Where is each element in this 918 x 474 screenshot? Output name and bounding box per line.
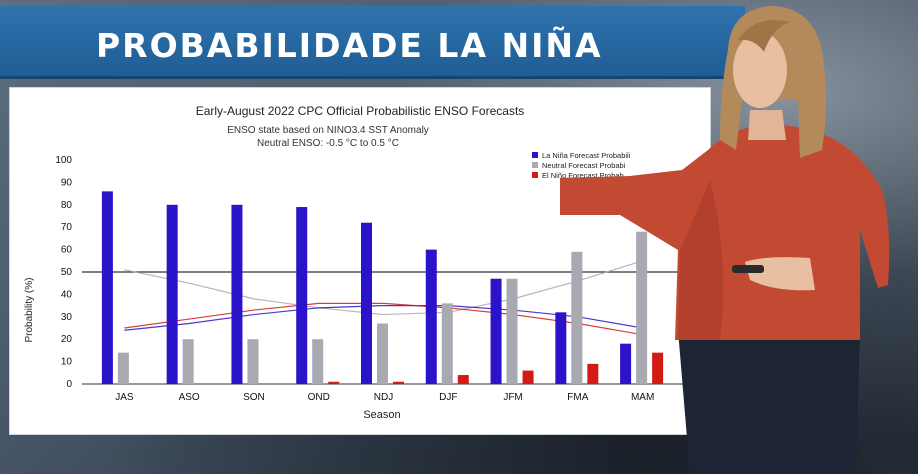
x-tick-label: FMA — [567, 392, 588, 403]
bar — [182, 339, 194, 384]
presenter-neck — [748, 110, 786, 140]
bar — [555, 312, 567, 384]
presenter-pants — [678, 330, 860, 474]
bar — [490, 278, 502, 384]
x-axis-label: Season — [363, 409, 400, 421]
y-tick-label: 0 — [66, 379, 72, 390]
bar — [377, 323, 388, 384]
presenter-hair-front — [738, 20, 790, 52]
bar — [636, 231, 648, 384]
legend-swatch — [532, 172, 538, 178]
legend-swatch — [532, 152, 538, 158]
x-tick-label: JFM — [503, 392, 522, 403]
y-tick-label: 90 — [61, 177, 73, 188]
bar — [101, 191, 113, 384]
legend-label: La Niña Forecast Probabili — [542, 151, 631, 160]
bar — [361, 222, 372, 384]
y-tick-label: 50 — [61, 267, 73, 278]
chart-title: Early-August 2022 CPC Official Probabili… — [196, 104, 525, 118]
bar — [425, 249, 437, 384]
x-tick-label: NDJ — [374, 392, 393, 403]
y-tick-label: 100 — [55, 155, 72, 166]
y-tick-label: 40 — [61, 289, 73, 300]
bar — [571, 251, 583, 384]
presenter-shirt-shade — [678, 180, 724, 340]
bar — [587, 363, 599, 384]
y-tick-label: 30 — [61, 312, 73, 323]
y-axis-label: Probability (%) — [24, 277, 35, 342]
x-tick-label: JAS — [115, 392, 134, 403]
y-tick-label: 80 — [61, 200, 73, 211]
chart-panel: Early-August 2022 CPC Official Probabili… — [10, 88, 710, 434]
y-tick-label: 20 — [61, 334, 73, 345]
y-tick-label: 10 — [61, 357, 73, 368]
bar — [312, 339, 324, 384]
y-tick-label: 60 — [61, 245, 73, 256]
bar — [328, 381, 340, 384]
chart-subtitle-line: Neutral ENSO: -0.5 °C to 0.5 °C — [257, 138, 399, 149]
chart-subtitle-line: ENSO state based on NINO3.4 SST Anomaly — [227, 125, 429, 136]
trend-line — [124, 260, 643, 316]
bar — [620, 343, 632, 384]
clicker-device — [732, 265, 764, 273]
presenter-shirt — [560, 124, 890, 340]
bar — [457, 375, 469, 384]
banner-title: PROBABILIDADE LA NIÑA — [96, 26, 603, 65]
bar — [117, 352, 129, 384]
x-tick-label: ASO — [179, 392, 200, 403]
bar — [441, 303, 453, 384]
enso-chart: Early-August 2022 CPC Official Probabili… — [24, 104, 700, 421]
bar — [522, 370, 534, 384]
bar — [247, 339, 259, 384]
x-tick-label: SON — [243, 392, 265, 403]
bar — [296, 207, 308, 384]
presenter-hand — [745, 257, 815, 291]
presenter-face — [733, 32, 787, 108]
x-tick-label: DJF — [439, 392, 457, 403]
bar — [506, 278, 518, 384]
bar — [166, 204, 178, 384]
title-banner: PROBABILIDADE LA NIÑA — [0, 6, 745, 79]
legend-label: Neutral Forecast Probabi — [542, 161, 626, 170]
bar — [393, 381, 404, 384]
y-tick-label: 70 — [61, 222, 73, 233]
x-tick-label: MAM — [631, 392, 654, 403]
bar — [231, 204, 243, 384]
bar — [652, 352, 664, 384]
legend-label: El Niño Forecast Probab — [542, 171, 624, 180]
x-tick-label: OND — [308, 392, 330, 403]
presenter-figure — [560, 6, 890, 474]
legend-swatch — [532, 162, 538, 168]
